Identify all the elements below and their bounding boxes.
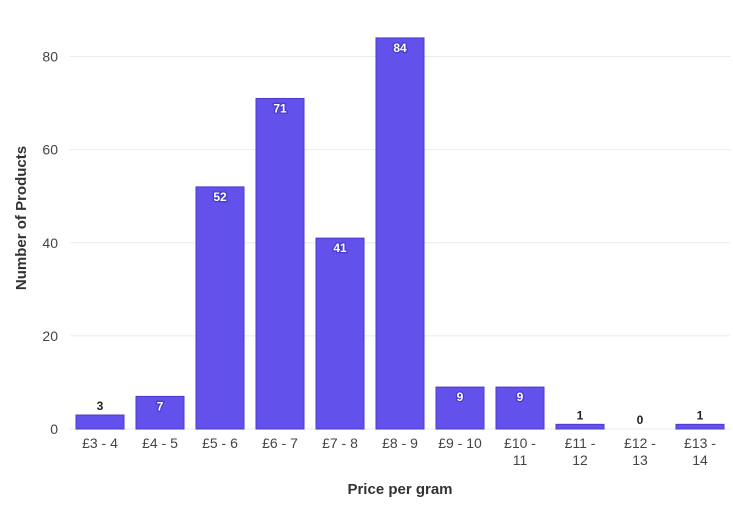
x-tick-label: £4 - 5 <box>142 435 178 451</box>
bars <box>75 37 725 430</box>
x-tick-label: £8 - 9 <box>382 435 418 451</box>
x-tick-label: £12 -13 <box>624 435 656 468</box>
x-tick-label: £11 -12 <box>565 435 596 468</box>
data-label: 9 <box>457 390 464 404</box>
bar <box>195 186 245 430</box>
y-tick-label: 80 <box>42 49 58 65</box>
x-tick-label: £3 - 4 <box>82 435 118 451</box>
data-label: 1 <box>697 408 704 422</box>
y-tick-labels: 0 20 40 60 80 <box>42 49 58 437</box>
data-labels: 3 7 52 71 41 84 9 9 1 0 1 <box>97 40 704 427</box>
y-tick-label: 0 <box>50 421 58 437</box>
data-label: 52 <box>213 190 227 204</box>
y-tick-label: 20 <box>42 328 58 344</box>
x-tick-labels: £3 - 4 £4 - 5 £5 - 6 £6 - 7 £7 - 8 £8 - 9 £9 -… <box>82 435 716 468</box>
x-tick-label: £6 - 7 <box>262 435 298 451</box>
bar <box>135 395 185 430</box>
bar <box>75 414 125 430</box>
bar <box>555 423 605 430</box>
data-label: 3 <box>97 399 104 413</box>
bar <box>675 423 725 430</box>
data-label: 41 <box>333 241 347 255</box>
data-label: 0 <box>637 413 644 427</box>
bar <box>495 386 545 430</box>
bar <box>375 37 425 430</box>
data-label: 71 <box>273 101 287 115</box>
data-label: 1 <box>577 408 584 422</box>
data-label: 84 <box>393 41 407 55</box>
bar <box>315 237 365 430</box>
data-label: 7 <box>157 399 164 413</box>
y-tick-label: 40 <box>42 235 58 251</box>
data-label: 9 <box>517 390 524 404</box>
bar <box>435 386 485 430</box>
x-tick-label: £9 - 10 <box>438 435 482 451</box>
x-tick-label: £7 - 8 <box>322 435 358 451</box>
x-tick-label: £5 - 6 <box>202 435 238 451</box>
x-tick-label: £13 -14 <box>684 435 716 468</box>
y-axis-title: Number of Products <box>13 146 30 290</box>
y-tick-label: 60 <box>42 142 58 158</box>
x-tick-label: £10 -11 <box>504 435 536 468</box>
x-axis-title: Price per gram <box>347 481 452 498</box>
bar <box>255 97 305 430</box>
